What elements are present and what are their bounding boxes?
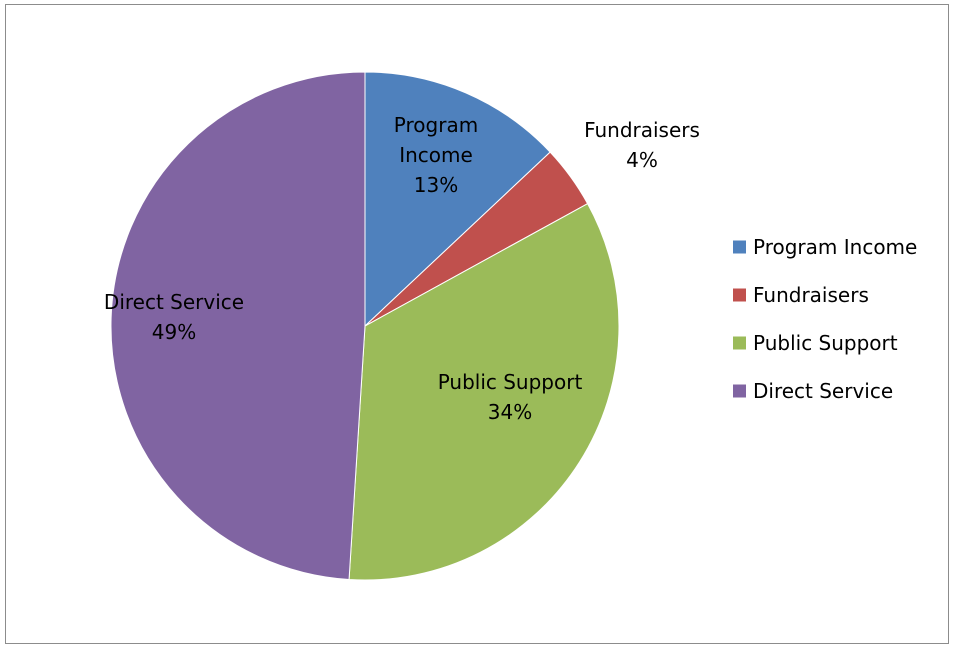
legend-swatch-public-support <box>733 336 746 350</box>
legend: Program Income Fundraisers Public Support D… <box>733 235 917 403</box>
data-label-public-support: Public Support 34% <box>438 370 583 424</box>
legend-swatch-fundraisers <box>733 288 746 302</box>
data-label-direct-service: Direct Service 49% <box>104 290 244 344</box>
legend-label-fundraisers: Fundraisers <box>753 283 869 307</box>
legend-label-public-support: Public Support <box>753 331 898 355</box>
legend-swatch-program-income <box>733 240 746 254</box>
chart-area: Program Income 13% Fundraisers 4% Public Supp… <box>5 4 949 644</box>
legend-label-program-income: Program Income <box>753 235 917 259</box>
pie-chart: Program Income 13% Fundraisers 4% Public Supp… <box>104 71 917 581</box>
data-label-fundraisers: Fundraisers 4% <box>584 118 700 172</box>
data-label-program-income: Program Income 13% <box>394 113 478 197</box>
legend-label-direct-service: Direct Service <box>753 379 893 403</box>
legend-swatch-direct-service <box>733 384 746 398</box>
pie-slice-public-support <box>348 202 620 581</box>
pie-slice-direct-service <box>110 71 366 581</box>
pie-slice-program-income <box>364 71 551 328</box>
